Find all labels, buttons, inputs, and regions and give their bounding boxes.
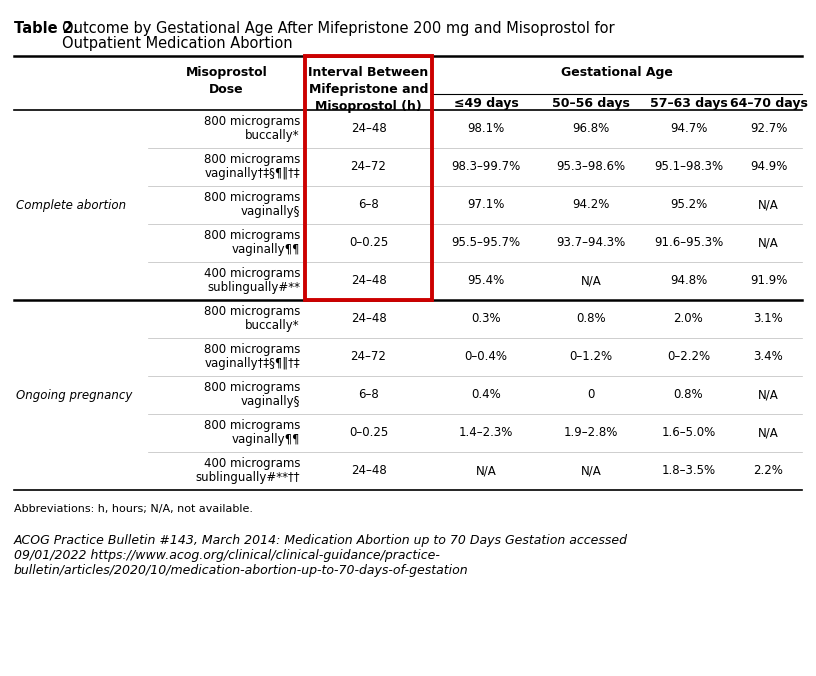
- Text: N/A: N/A: [581, 274, 601, 287]
- Text: 24–72: 24–72: [351, 350, 387, 364]
- Text: vaginally¶¶: vaginally¶¶: [232, 243, 300, 256]
- Text: N/A: N/A: [581, 464, 601, 477]
- Text: bulletin/articles/2020/10/medication-abortion-up-to-70-days-of-gestation: bulletin/articles/2020/10/medication-abo…: [14, 564, 468, 577]
- Text: 3.4%: 3.4%: [754, 350, 783, 364]
- Text: 800 micrograms: 800 micrograms: [204, 343, 300, 356]
- Text: 6–8: 6–8: [358, 199, 379, 212]
- Text: 400 micrograms: 400 micrograms: [203, 458, 300, 470]
- Text: 96.8%: 96.8%: [572, 122, 610, 135]
- Text: 24–72: 24–72: [351, 160, 387, 174]
- Text: 0.4%: 0.4%: [471, 389, 501, 402]
- Text: 0.3%: 0.3%: [471, 312, 501, 326]
- Text: 0: 0: [588, 389, 595, 402]
- Text: N/A: N/A: [476, 464, 496, 477]
- Text: 800 micrograms: 800 micrograms: [204, 420, 300, 433]
- Text: 800 micrograms: 800 micrograms: [204, 116, 300, 128]
- Text: 24–48: 24–48: [351, 274, 386, 287]
- Text: 2.2%: 2.2%: [753, 464, 783, 477]
- Text: ACOG Practice Bulletin #143, March 2014: Medication Abortion up to 70 Days Gesta: ACOG Practice Bulletin #143, March 2014:…: [14, 534, 628, 547]
- Text: 92.7%: 92.7%: [750, 122, 787, 135]
- Text: buccally*: buccally*: [246, 320, 300, 333]
- Text: vaginally†‡§¶‖†‡: vaginally†‡§¶‖†‡: [204, 168, 300, 180]
- Text: 94.8%: 94.8%: [670, 274, 707, 287]
- Text: sublingually#**††: sublingually#**††: [196, 471, 300, 485]
- Text: Outcome by Gestational Age After Mifepristone 200 mg and Misoprostol for: Outcome by Gestational Age After Mifepri…: [62, 21, 614, 36]
- Text: 24–48: 24–48: [351, 122, 386, 135]
- Text: 1.9–2.8%: 1.9–2.8%: [564, 427, 619, 439]
- Text: 1.4–2.3%: 1.4–2.3%: [459, 427, 513, 439]
- Text: 98.1%: 98.1%: [468, 122, 504, 135]
- Text: 09/01/2022 https://www.acog.org/clinical/clinical-guidance/practice-: 09/01/2022 https://www.acog.org/clinical…: [14, 549, 440, 562]
- Text: 95.4%: 95.4%: [468, 274, 504, 287]
- Text: 800 micrograms: 800 micrograms: [204, 191, 300, 205]
- Text: 800 micrograms: 800 micrograms: [204, 153, 300, 166]
- Text: Ongoing pregnancy: Ongoing pregnancy: [16, 389, 132, 402]
- Text: 91.6–95.3%: 91.6–95.3%: [654, 237, 723, 249]
- Text: 95.5–95.7%: 95.5–95.7%: [451, 237, 521, 249]
- Text: 0.8%: 0.8%: [576, 312, 605, 326]
- Text: 24–48: 24–48: [351, 464, 386, 477]
- Text: sublingually#**: sublingually#**: [207, 281, 300, 295]
- Text: Interval Between
Mifepristone and
Misoprostol (h): Interval Between Mifepristone and Misopr…: [308, 66, 428, 113]
- Text: 2.0%: 2.0%: [674, 312, 703, 326]
- Text: 0–0.4%: 0–0.4%: [464, 350, 508, 364]
- Text: Abbreviations: h, hours; N/A, not available.: Abbreviations: h, hours; N/A, not availa…: [14, 504, 253, 514]
- Text: 0.8%: 0.8%: [674, 389, 703, 402]
- Text: 98.3–99.7%: 98.3–99.7%: [451, 160, 521, 174]
- Text: 1.6–5.0%: 1.6–5.0%: [662, 427, 716, 439]
- Text: 0–0.25: 0–0.25: [349, 427, 388, 439]
- Text: 95.3–98.6%: 95.3–98.6%: [557, 160, 626, 174]
- Text: 3.1%: 3.1%: [754, 312, 783, 326]
- Text: 400 micrograms: 400 micrograms: [203, 268, 300, 281]
- Bar: [305, 56, 432, 300]
- Text: 64–70 days: 64–70 days: [730, 97, 808, 110]
- Text: 6–8: 6–8: [358, 389, 379, 402]
- Text: 800 micrograms: 800 micrograms: [204, 229, 300, 243]
- Text: 57–63 days: 57–63 days: [650, 97, 727, 110]
- Text: 1.8–3.5%: 1.8–3.5%: [662, 464, 716, 477]
- Text: 95.2%: 95.2%: [670, 199, 707, 212]
- Text: 0–0.25: 0–0.25: [349, 237, 388, 249]
- Text: vaginally§: vaginally§: [241, 395, 300, 408]
- Text: ≤49 days: ≤49 days: [454, 97, 518, 110]
- Text: Outpatient Medication Abortion: Outpatient Medication Abortion: [62, 36, 293, 51]
- Text: 97.1%: 97.1%: [468, 199, 504, 212]
- Text: 94.9%: 94.9%: [750, 160, 787, 174]
- Text: 50–56 days: 50–56 days: [552, 97, 630, 110]
- Text: Table 2.: Table 2.: [14, 21, 78, 36]
- Text: vaginally†‡§¶‖†‡: vaginally†‡§¶‖†‡: [204, 358, 300, 370]
- Text: N/A: N/A: [758, 427, 779, 439]
- Text: 800 micrograms: 800 micrograms: [204, 381, 300, 395]
- Text: 94.2%: 94.2%: [572, 199, 610, 212]
- Text: 0–2.2%: 0–2.2%: [667, 350, 710, 364]
- Text: N/A: N/A: [758, 237, 779, 249]
- Text: 95.1–98.3%: 95.1–98.3%: [654, 160, 723, 174]
- Text: Complete abortion: Complete abortion: [16, 199, 126, 212]
- Text: 24–48: 24–48: [351, 312, 386, 326]
- Text: 91.9%: 91.9%: [750, 274, 787, 287]
- Text: Misoprostol
Dose: Misoprostol Dose: [185, 66, 268, 96]
- Text: vaginally¶¶: vaginally¶¶: [232, 433, 300, 447]
- Text: N/A: N/A: [758, 199, 779, 212]
- Text: 94.7%: 94.7%: [670, 122, 707, 135]
- Text: vaginally§: vaginally§: [241, 206, 300, 218]
- Text: Gestational Age: Gestational Age: [561, 66, 673, 79]
- Text: 800 micrograms: 800 micrograms: [204, 306, 300, 318]
- Text: 0–1.2%: 0–1.2%: [570, 350, 613, 364]
- Text: buccally*: buccally*: [246, 130, 300, 143]
- Text: N/A: N/A: [758, 389, 779, 402]
- Text: 93.7–94.3%: 93.7–94.3%: [557, 237, 626, 249]
